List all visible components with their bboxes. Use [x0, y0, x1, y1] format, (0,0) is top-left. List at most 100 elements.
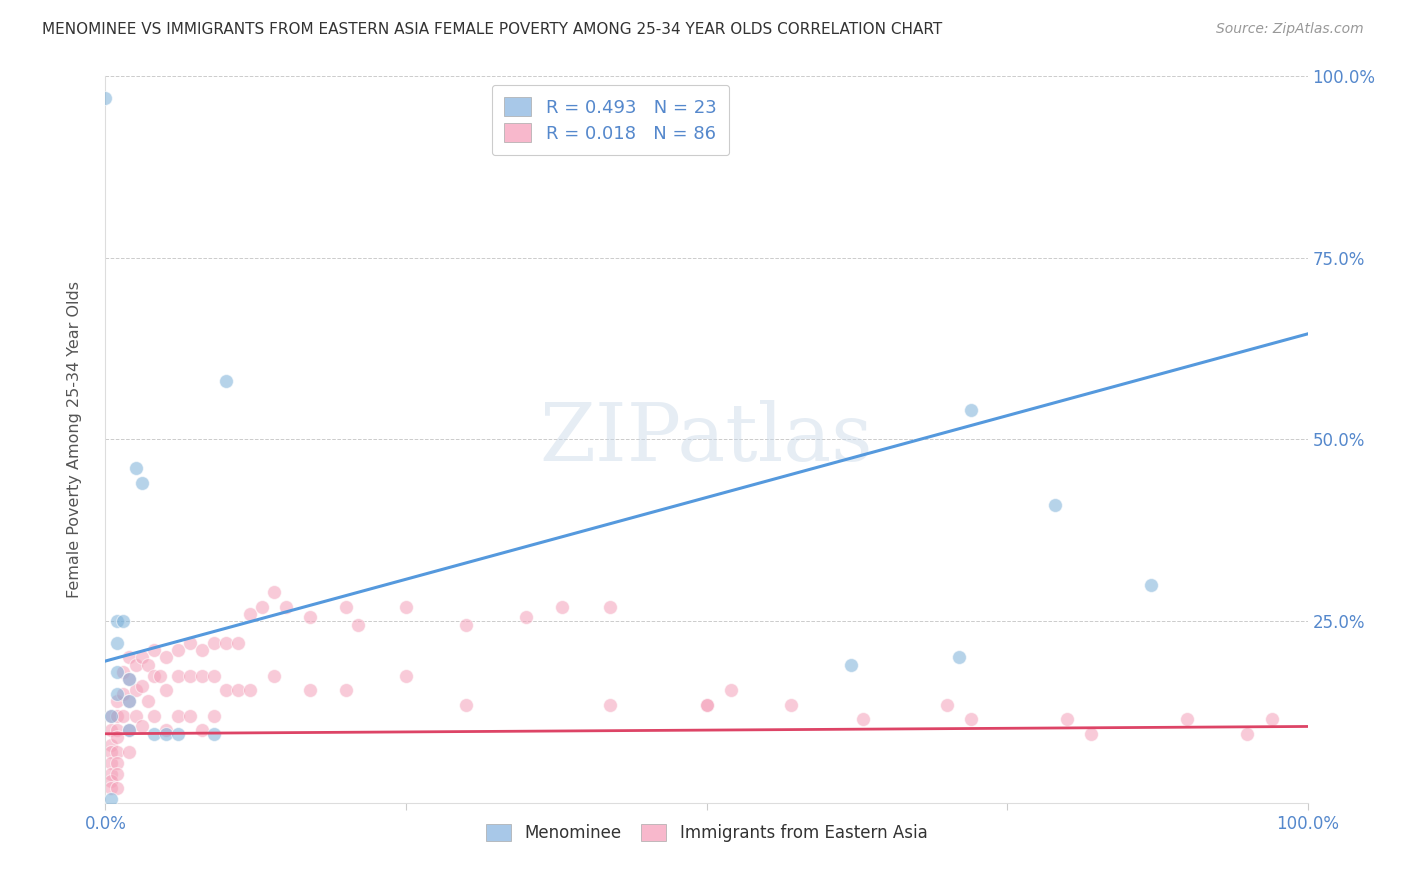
Point	[1043, 498, 1066, 512]
Point	[202, 668, 225, 682]
Point	[202, 708, 225, 723]
Point	[107, 636, 129, 650]
Point	[214, 636, 236, 650]
Point	[112, 665, 135, 679]
Point	[118, 694, 141, 708]
Point	[948, 650, 970, 665]
Point	[155, 723, 177, 737]
Point	[124, 657, 146, 672]
Point	[100, 766, 122, 780]
Point	[142, 668, 165, 682]
Point	[100, 745, 122, 759]
Point	[274, 599, 297, 614]
Point	[100, 774, 122, 789]
Point	[148, 668, 170, 682]
Point	[155, 650, 177, 665]
Point	[960, 712, 983, 726]
Point	[166, 708, 188, 723]
Point	[131, 719, 153, 733]
Point	[456, 617, 478, 632]
Point	[100, 708, 122, 723]
Point	[395, 668, 418, 682]
Text: MENOMINEE VS IMMIGRANTS FROM EASTERN ASIA FEMALE POVERTY AMONG 25-34 YEAR OLDS C: MENOMINEE VS IMMIGRANTS FROM EASTERN ASI…	[42, 22, 942, 37]
Text: ZIPatlas: ZIPatlas	[540, 401, 873, 478]
Point	[118, 745, 141, 759]
Point	[118, 723, 141, 737]
Point	[335, 683, 357, 698]
Point	[599, 698, 621, 712]
Point	[179, 636, 201, 650]
Point	[1056, 712, 1078, 726]
Point	[298, 683, 321, 698]
Point	[214, 683, 236, 698]
Point	[155, 683, 177, 698]
Point	[94, 90, 117, 104]
Point	[852, 712, 875, 726]
Point	[107, 731, 129, 745]
Point	[202, 727, 225, 741]
Point	[100, 756, 122, 770]
Point	[136, 657, 159, 672]
Point	[107, 614, 129, 628]
Point	[124, 708, 146, 723]
Point	[335, 599, 357, 614]
Point	[107, 745, 129, 759]
Point	[190, 723, 212, 737]
Point	[1236, 727, 1258, 741]
Point	[107, 687, 129, 701]
Point	[515, 610, 537, 624]
Point	[118, 672, 141, 686]
Point	[100, 723, 122, 737]
Point	[779, 698, 801, 712]
Point	[142, 727, 165, 741]
Point	[166, 643, 188, 657]
Point	[1080, 727, 1102, 741]
Point	[190, 668, 212, 682]
Point	[112, 708, 135, 723]
Point	[124, 683, 146, 698]
Point	[131, 680, 153, 694]
Point	[551, 599, 574, 614]
Point	[214, 374, 236, 388]
Point	[239, 607, 262, 621]
Point	[107, 781, 129, 796]
Point	[118, 694, 141, 708]
Point	[720, 683, 742, 698]
Point	[599, 599, 621, 614]
Point	[107, 723, 129, 737]
Point	[179, 668, 201, 682]
Point	[226, 636, 249, 650]
Point	[136, 694, 159, 708]
Point	[696, 698, 718, 712]
Point	[226, 683, 249, 698]
Point	[112, 687, 135, 701]
Point	[142, 643, 165, 657]
Point	[263, 585, 285, 599]
Y-axis label: Female Poverty Among 25-34 Year Olds: Female Poverty Among 25-34 Year Olds	[67, 281, 82, 598]
Point	[107, 708, 129, 723]
Point	[1140, 578, 1163, 592]
Point	[112, 614, 135, 628]
Text: Source: ZipAtlas.com: Source: ZipAtlas.com	[1216, 22, 1364, 37]
Point	[107, 756, 129, 770]
Point	[298, 610, 321, 624]
Point	[250, 599, 273, 614]
Legend: Menominee, Immigrants from Eastern Asia: Menominee, Immigrants from Eastern Asia	[479, 817, 934, 849]
Point	[100, 708, 122, 723]
Point	[179, 708, 201, 723]
Point	[107, 694, 129, 708]
Point	[166, 668, 188, 682]
Point	[263, 668, 285, 682]
Point	[1177, 712, 1199, 726]
Point	[395, 599, 418, 614]
Point	[839, 657, 862, 672]
Point	[118, 672, 141, 686]
Point	[166, 727, 188, 741]
Point	[155, 727, 177, 741]
Point	[131, 475, 153, 490]
Point	[202, 636, 225, 650]
Point	[190, 643, 212, 657]
Point	[100, 792, 122, 806]
Point	[100, 781, 122, 796]
Point	[107, 665, 129, 679]
